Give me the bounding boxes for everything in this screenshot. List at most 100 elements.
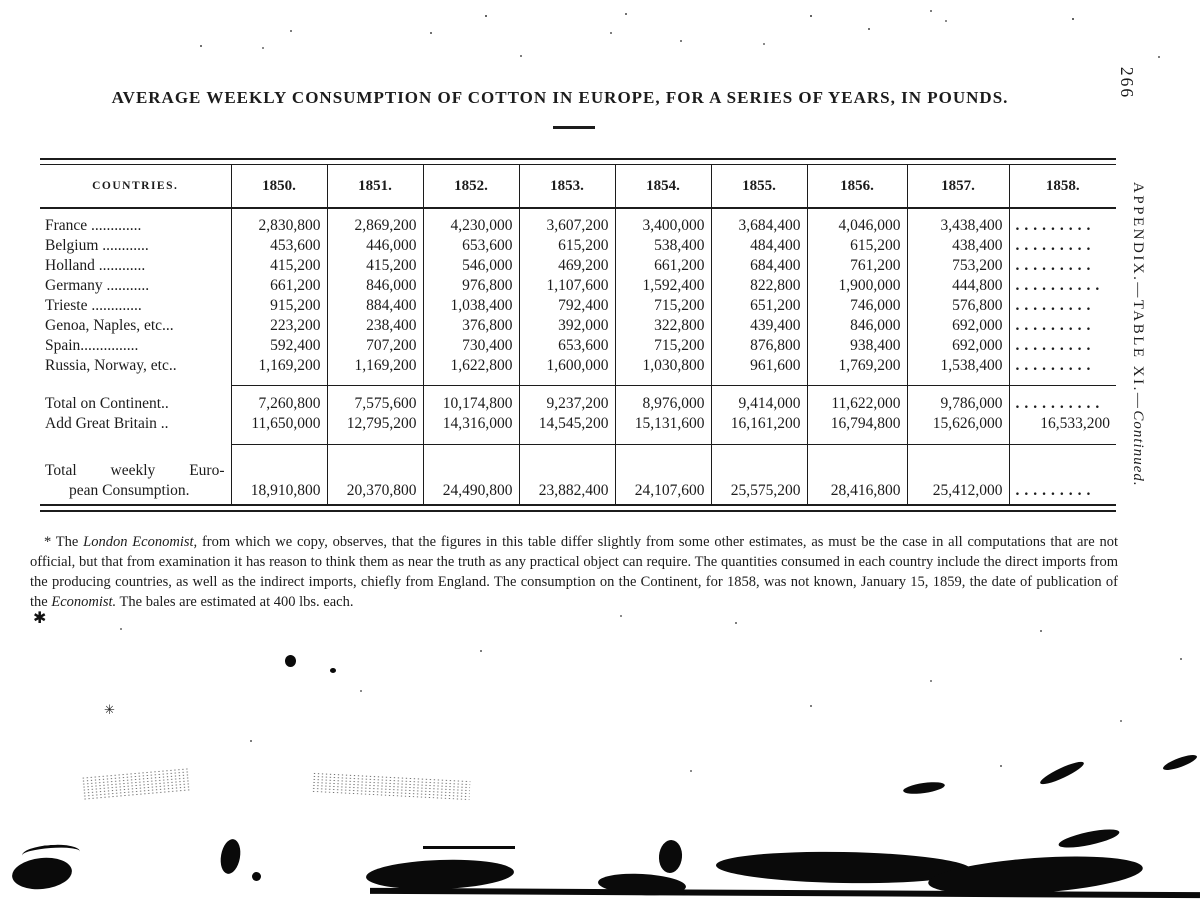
cell-value: 3,607,200 bbox=[518, 208, 615, 236]
column-header-year: 1855. bbox=[710, 165, 807, 209]
scan-artifact-asterisk: ✱ bbox=[33, 610, 47, 627]
consumption-table: COUNTRIES. 1850. 1851. 1852. 1853. 1854. 1855.… bbox=[40, 158, 1116, 512]
column-header-year: 1857. bbox=[906, 165, 1009, 209]
scan-artifact-streak bbox=[1057, 825, 1121, 852]
row-label: Add Great Britain .. bbox=[45, 415, 169, 433]
column-header-countries: COUNTRIES. bbox=[40, 165, 231, 209]
table-row: Trieste ............. 915,200 884,400 1,038… bbox=[40, 296, 1116, 316]
page-title: AVERAGE WEEKLY CONSUMPTION OF COTTON IN … bbox=[111, 88, 1009, 107]
cell-value: 3,684,400 bbox=[710, 208, 807, 236]
scan-artifact-blob bbox=[330, 668, 336, 673]
cell-value: 884,400 bbox=[326, 296, 423, 316]
scan-artifact-streak bbox=[1038, 758, 1086, 788]
cell-value: 11,650,000 bbox=[230, 414, 327, 445]
cell-value: 684,400 bbox=[710, 256, 807, 276]
table-body: France ............. 2,830,800 2,869,200 4,… bbox=[40, 208, 1116, 505]
cell-value: ......... bbox=[1008, 296, 1116, 316]
table-row: Germany ........... 661,200 846,000 976,800… bbox=[40, 276, 1116, 296]
scan-artifact-line bbox=[423, 846, 515, 849]
table-bottom-rule bbox=[40, 504, 1116, 512]
cell-value: 3,438,400 bbox=[906, 208, 1009, 236]
cell-value: ......... bbox=[1008, 356, 1116, 386]
table-row: Russia, Norway, etc.. 1,169,200 1,169,200 1… bbox=[40, 356, 1116, 386]
cell-value: .......... bbox=[1008, 276, 1116, 296]
row-label: Russia, Norway, etc.. bbox=[45, 357, 177, 375]
cell-value: 1,600,000 bbox=[518, 356, 615, 386]
table-top-rule bbox=[40, 158, 1116, 165]
cell-value: 376,800 bbox=[422, 316, 519, 336]
cell-value: ......... bbox=[1008, 336, 1116, 356]
cell-value: 438,400 bbox=[906, 236, 1009, 256]
cell-value: 16,794,800 bbox=[806, 414, 907, 445]
column-header-year: 1854. bbox=[614, 165, 711, 209]
table-head-row: COUNTRIES. 1850. 1851. 1852. 1853. 1854. 1855.… bbox=[40, 165, 1116, 209]
cell-value: 415,200 bbox=[230, 256, 327, 276]
cell-value: 238,400 bbox=[326, 316, 423, 336]
cell-value: 976,800 bbox=[422, 276, 519, 296]
cell-value: 4,046,000 bbox=[806, 208, 907, 236]
row-label: Total weekly Euro-pean Consumption. bbox=[40, 445, 231, 506]
cell-value: 18,910,800 bbox=[230, 444, 327, 505]
cell-value: 415,200 bbox=[326, 256, 423, 276]
cell-value: 1,769,200 bbox=[806, 356, 907, 386]
cell-value: 16,533,200 bbox=[1008, 414, 1116, 445]
cell-value: 1,169,200 bbox=[326, 356, 423, 386]
cell-value: ......... bbox=[1008, 444, 1116, 505]
cell-value: 761,200 bbox=[806, 256, 907, 276]
cell-value: 10,174,800 bbox=[422, 385, 519, 414]
cell-value: 28,416,800 bbox=[806, 444, 907, 505]
cell-value: ......... bbox=[1008, 236, 1116, 256]
cell-value: 20,370,800 bbox=[326, 444, 423, 505]
cell-value: 14,545,200 bbox=[518, 414, 615, 445]
scan-artifact-asterisk: ✳ bbox=[104, 702, 115, 717]
cell-value: 15,131,600 bbox=[614, 414, 711, 445]
cell-value: 961,600 bbox=[710, 356, 807, 386]
cell-value: ......... bbox=[1008, 208, 1116, 236]
scan-artifact-speckle bbox=[311, 771, 471, 801]
cell-value: 16,161,200 bbox=[710, 414, 807, 445]
cell-value: 3,400,000 bbox=[614, 208, 711, 236]
side-caption-continued: Continued. bbox=[1130, 410, 1146, 487]
cell-value: 7,260,800 bbox=[230, 385, 327, 414]
cell-value: 12,795,200 bbox=[326, 414, 423, 445]
table-row: Belgium ............ 453,600 446,000 653,60… bbox=[40, 236, 1116, 256]
cell-value: 615,200 bbox=[518, 236, 615, 256]
cell-value: 653,600 bbox=[518, 336, 615, 356]
scan-artifact-blob bbox=[365, 857, 515, 892]
cell-value: 453,600 bbox=[230, 236, 327, 256]
row-label: Spain............... bbox=[45, 337, 139, 354]
column-header-year: 1851. bbox=[326, 165, 423, 209]
scan-artifact-blob bbox=[218, 837, 243, 876]
cell-value: 11,622,000 bbox=[806, 385, 907, 414]
cell-value: 2,869,200 bbox=[326, 208, 423, 236]
scan-artifact-streak bbox=[1161, 752, 1199, 773]
cell-value: 25,575,200 bbox=[710, 444, 807, 505]
cell-value: 15,626,000 bbox=[906, 414, 1009, 445]
table-row: Total weekly Euro-pean Consumption. 18,91… bbox=[40, 444, 1116, 506]
cell-value: 792,400 bbox=[518, 296, 615, 316]
cell-value: 9,786,000 bbox=[906, 385, 1009, 414]
cell-value: 1,107,600 bbox=[518, 276, 615, 296]
scan-artifact-speckle bbox=[81, 767, 191, 801]
scan-artifact-streak bbox=[902, 780, 946, 796]
row-label: Total on Continent.. bbox=[45, 394, 169, 412]
cell-value: 24,490,800 bbox=[422, 444, 519, 505]
cell-value: ......... bbox=[1008, 256, 1116, 276]
row-label: Holland ............ bbox=[45, 257, 146, 274]
cell-value: 661,200 bbox=[614, 256, 711, 276]
cell-value: 822,800 bbox=[710, 276, 807, 296]
cell-value: 1,622,800 bbox=[422, 356, 519, 386]
cell-value: 746,000 bbox=[806, 296, 907, 316]
cell-value: 9,414,000 bbox=[710, 385, 807, 414]
data-table: COUNTRIES. 1850. 1851. 1852. 1853. 1854. 1855.… bbox=[40, 165, 1116, 505]
cell-value: ......... bbox=[1008, 316, 1116, 336]
cell-value: 730,400 bbox=[422, 336, 519, 356]
cell-value: 24,107,600 bbox=[614, 444, 711, 505]
table-row: Holland ............ 415,200 415,200 546,00… bbox=[40, 256, 1116, 276]
cell-value: 9,237,200 bbox=[518, 385, 615, 414]
cell-value: 592,400 bbox=[230, 336, 327, 356]
cell-value: 715,200 bbox=[614, 296, 711, 316]
column-header-year: 1852. bbox=[422, 165, 519, 209]
cell-value: 651,200 bbox=[710, 296, 807, 316]
cell-value: 7,575,600 bbox=[326, 385, 423, 414]
